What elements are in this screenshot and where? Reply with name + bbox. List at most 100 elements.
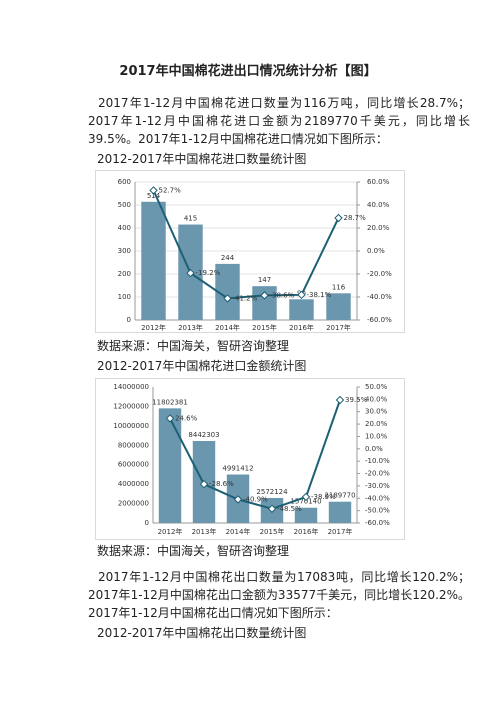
y-tick-label: 0: [127, 316, 131, 324]
y2-tick-label: 40.0%: [367, 201, 390, 209]
y-tick-label: 100: [118, 293, 131, 301]
chart-border: [95, 170, 405, 333]
source: 数据来源：中国海关，智研咨询整理: [97, 544, 290, 558]
y2-tick-label: -10.0%: [365, 457, 390, 465]
line-marker: [301, 492, 311, 502]
line-value-label: -40.9%: [243, 495, 268, 503]
y2-tick-label: -30.0%: [365, 482, 390, 490]
line: [152, 189, 340, 300]
y-tick-label: 400: [118, 224, 131, 232]
y2-tick-label: -60.0%: [367, 316, 392, 324]
line-marker: [335, 395, 345, 405]
x-tick-label: 2013年: [178, 323, 203, 332]
caption: 2012-2017年中国棉花进口金额统计图: [97, 359, 307, 373]
source: 数据来源：中国海关，智研咨询整理: [97, 339, 290, 353]
line-value-label: -48.5%: [277, 505, 302, 513]
bar: [158, 408, 182, 523]
title: 2017年中国棉花进出口情况统计分析【图】: [119, 64, 377, 79]
bar-value-label: 4991412: [222, 465, 253, 473]
y2-tick-label: 10.0%: [365, 432, 388, 440]
paragraph: 2017年1-12月中国棉花出口数量为17083吨，同比增长120.2%；201…: [88, 570, 470, 620]
caption: 2012-2017年中国棉花进口数量统计图: [97, 152, 307, 166]
bar-value-label: 11802381: [152, 398, 188, 406]
paragraph: 2017年1-12月中国棉花进口数量为116万吨，同比增长28.7%；2017年…: [88, 96, 470, 146]
y-tick-label: 10000000: [113, 422, 149, 430]
y2-tick-label: 0.0%: [367, 247, 385, 255]
y2-tick-label: 30.0%: [365, 408, 388, 416]
line-value-label: 52.7%: [159, 186, 182, 194]
y2-tick-label: 20.0%: [365, 420, 388, 428]
line-marker: [297, 290, 306, 300]
y-tick-label: 300: [118, 247, 131, 255]
line-value-label: -19.2%: [196, 269, 221, 277]
y-tick-label: 6000000: [118, 461, 149, 469]
line-marker: [260, 291, 269, 300]
line-value-label: -41.2%: [233, 294, 258, 302]
bar: [289, 299, 314, 320]
line-marker: [334, 213, 343, 223]
bar-value-label: 2189770: [324, 492, 355, 500]
line-value-label: -38.6%: [270, 291, 295, 299]
bar-value-label: 415: [184, 215, 197, 223]
line-value-label: 24.6%: [175, 414, 198, 422]
y2-tick-label: 40.0%: [365, 395, 388, 403]
line-marker: [149, 186, 158, 195]
line-value-label: -38.1%: [307, 291, 332, 299]
line-marker: [165, 414, 175, 423]
x-tick-label: 2012年: [141, 323, 166, 332]
y2-tick-label: -50.0%: [365, 507, 390, 515]
line-marker: [233, 495, 243, 504]
line: [169, 399, 341, 510]
line-value-label: -38.9%: [311, 493, 336, 501]
x-tick-label: 2013年: [192, 527, 217, 536]
x-tick-label: 2017年: [326, 323, 351, 332]
bar-value-label: 116: [332, 283, 346, 291]
bar: [141, 201, 166, 320]
y-tick-label: 12000000: [113, 402, 149, 410]
y-tick-label: 0: [145, 519, 149, 527]
y2-tick-label: 60.0%: [367, 178, 390, 186]
y2-tick-label: -40.0%: [365, 494, 390, 502]
bar: [326, 293, 351, 320]
bar-value-label: 1570140: [290, 498, 321, 506]
chart-border: [95, 378, 405, 540]
line-marker: [186, 268, 195, 278]
bar: [328, 501, 352, 523]
y2-tick-label: 20.0%: [367, 224, 390, 232]
chart: 0 100 200 300 400 500 600 -60.0% -40.0% -20.0% 0.0…: [95, 170, 405, 333]
y-tick-label: 600: [118, 178, 131, 186]
y2-tick-label: -20.0%: [365, 470, 390, 478]
line-marker: [199, 479, 209, 489]
bar-value-label: 8442303: [188, 431, 219, 439]
caption: 2012-2017年中国棉花出口数量统计图: [97, 626, 307, 640]
line-marker: [223, 294, 232, 303]
y2-tick-label: -20.0%: [367, 270, 392, 278]
y2-tick-label: 50.0%: [365, 383, 388, 391]
bar-value-label: 244: [221, 254, 235, 262]
y2-tick-label: 0.0%: [365, 445, 383, 453]
x-tick-label: 2016年: [289, 323, 314, 332]
x-tick-label: 2012年: [158, 527, 183, 536]
y-tick-label: 2000000: [118, 500, 149, 508]
line-marker: [267, 504, 277, 513]
bar: [294, 507, 318, 523]
chart: 0 2000000 4000000 6000000 8000000 10000000 120…: [95, 378, 405, 540]
bar-value-label: 514: [147, 192, 161, 200]
line-value-label: 28.7%: [344, 214, 367, 222]
x-tick-label: 2017年: [328, 527, 353, 536]
x-tick-label: 2015年: [252, 323, 277, 332]
y2-tick-label: -60.0%: [365, 519, 390, 527]
bar-value-label: 2572124: [256, 488, 288, 496]
bar-value-label: 147: [258, 276, 271, 284]
line-value-label: 39.5%: [345, 396, 368, 404]
x-tick-label: 2014年: [215, 323, 240, 332]
y-tick-label: 4000000: [118, 480, 149, 488]
x-tick-label: 2016年: [294, 527, 319, 536]
y-tick-label: 200: [118, 270, 131, 278]
x-tick-label: 2014年: [226, 527, 251, 536]
x-tick-label: 2015年: [260, 527, 285, 536]
y-tick-label: 14000000: [113, 383, 149, 391]
y-tick-label: 8000000: [118, 441, 149, 449]
line-value-label: -28.6%: [209, 480, 234, 488]
